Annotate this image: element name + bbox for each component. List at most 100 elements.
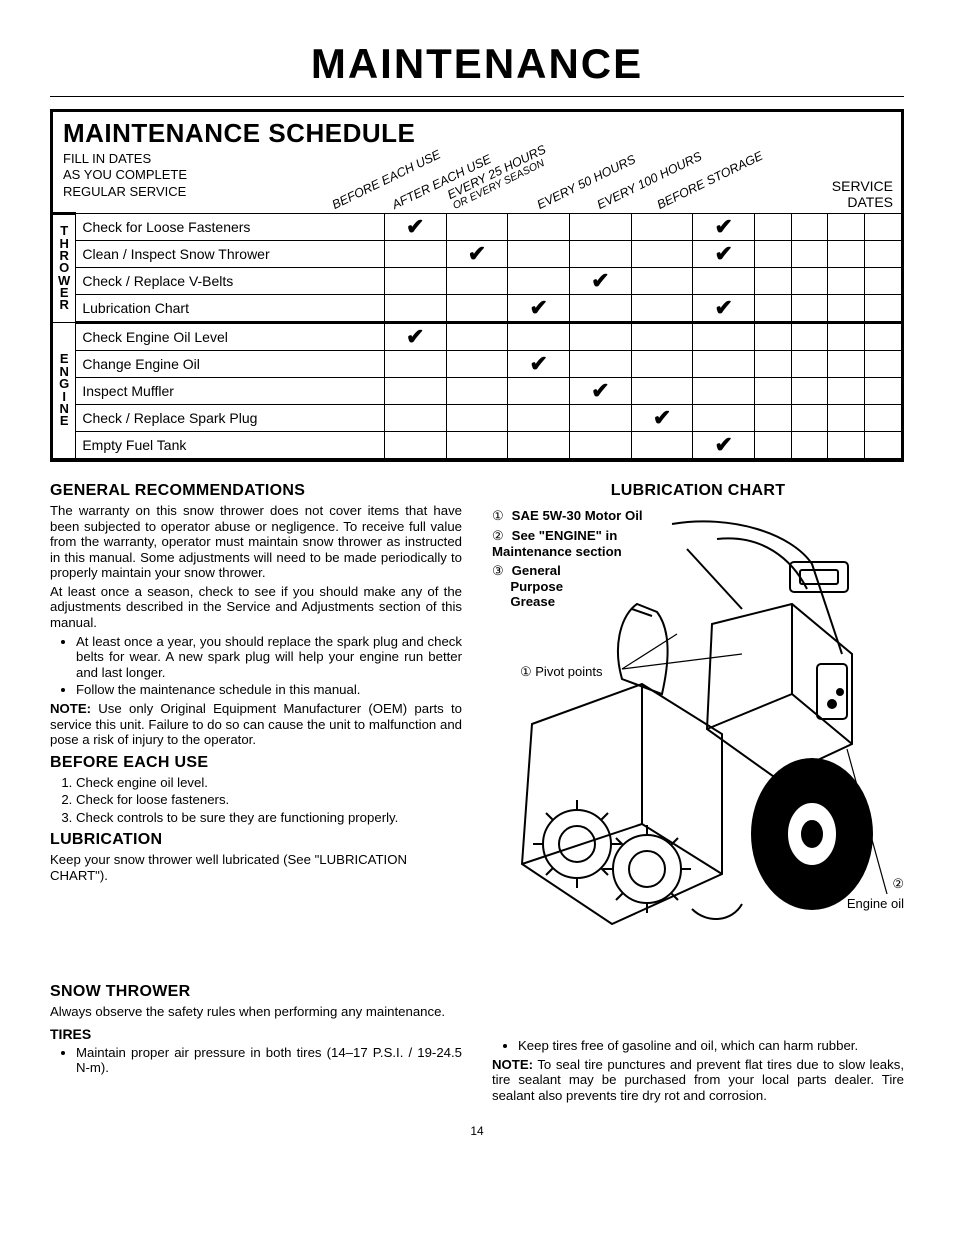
mark-cell: ✔ [570, 268, 632, 295]
mark-cell [570, 295, 632, 323]
mark-cell: ✔ [508, 295, 570, 323]
mark-cell [693, 268, 755, 295]
mark-cell [631, 351, 693, 378]
service-dates-label: SERVICEDATES [763, 179, 893, 210]
mark-cell [631, 378, 693, 405]
task-cell: Check / Replace V-Belts [76, 268, 385, 295]
mark-cell [508, 378, 570, 405]
mark-cell [508, 405, 570, 432]
lube-item: ② See "ENGINE" inMaintenance section [492, 528, 662, 559]
table-row: Lubrication Chart ✔ ✔ [53, 295, 901, 323]
mark-cell: ✔ [508, 351, 570, 378]
mark-cell [508, 432, 570, 459]
general-note: NOTE: Use only Original Equipment Manufa… [50, 701, 462, 748]
date-cell[interactable] [791, 432, 828, 459]
general-p1: The warranty on this snow thrower does n… [50, 503, 462, 581]
lube-item: ① SAE 5W-30 Motor Oil [492, 508, 662, 524]
date-cell[interactable] [864, 214, 901, 241]
date-cell[interactable] [791, 351, 828, 378]
col-header: BEFORE EACH USE [330, 147, 443, 212]
date-cell[interactable] [755, 295, 792, 323]
date-cell[interactable] [828, 268, 865, 295]
mark-cell [631, 432, 693, 459]
mark-cell: ✔ [570, 378, 632, 405]
mark-cell [570, 241, 632, 268]
left-column: GENERAL RECOMMENDATIONS The warranty on … [50, 476, 462, 957]
date-cell[interactable] [755, 214, 792, 241]
mark-cell: ✔ [446, 241, 508, 268]
date-cell[interactable] [864, 268, 901, 295]
date-cell[interactable] [828, 432, 865, 459]
mark-cell [508, 268, 570, 295]
category-label: THROWER [53, 214, 76, 323]
mark-cell: ✔ [631, 405, 693, 432]
mark-cell [570, 323, 632, 351]
date-cell[interactable] [791, 268, 828, 295]
date-cell[interactable] [864, 378, 901, 405]
date-cell[interactable] [755, 432, 792, 459]
date-cell[interactable] [755, 378, 792, 405]
mark-cell [384, 405, 446, 432]
date-cell[interactable] [864, 295, 901, 323]
mark-cell [446, 214, 508, 241]
mark-cell [570, 214, 632, 241]
lubrication-heading: LUBRICATION [50, 831, 462, 849]
date-cell[interactable] [828, 241, 865, 268]
mark-cell [631, 295, 693, 323]
date-cell[interactable] [755, 405, 792, 432]
date-cell[interactable] [791, 378, 828, 405]
mark-cell: ✔ [384, 323, 446, 351]
right-bullet: Keep tires free of gasoline and oil, whi… [518, 1038, 904, 1054]
date-cell[interactable] [864, 323, 901, 351]
date-cell[interactable] [864, 405, 901, 432]
schedule-header: MAINTENANCE SCHEDULE FILL IN DATESAS YOU… [53, 112, 901, 212]
list-item: Check controls to be sure they are funct… [76, 810, 462, 826]
date-cell[interactable] [791, 295, 828, 323]
task-cell: Lubrication Chart [76, 295, 385, 323]
mark-cell [384, 351, 446, 378]
tires-heading: TIRES [50, 1026, 462, 1042]
date-cell[interactable] [828, 295, 865, 323]
task-cell: Check / Replace Spark Plug [76, 405, 385, 432]
table-row: Change Engine Oil✔ [53, 351, 901, 378]
mark-cell [508, 214, 570, 241]
table-row: Check / Replace V-Belts ✔ [53, 268, 901, 295]
date-cell[interactable] [864, 241, 901, 268]
date-cell[interactable] [791, 214, 828, 241]
date-cell[interactable] [791, 241, 828, 268]
date-cell[interactable] [755, 351, 792, 378]
date-cell[interactable] [755, 323, 792, 351]
mark-cell [508, 241, 570, 268]
date-cell[interactable] [828, 323, 865, 351]
task-cell: Empty Fuel Tank [76, 432, 385, 459]
date-cell[interactable] [864, 432, 901, 459]
date-cell[interactable] [755, 241, 792, 268]
date-cell[interactable] [791, 405, 828, 432]
task-cell: Check Engine Oil Level [76, 323, 385, 351]
date-cell[interactable] [828, 405, 865, 432]
date-cell[interactable] [864, 351, 901, 378]
mark-cell [631, 268, 693, 295]
mark-cell [693, 323, 755, 351]
list-item: Check engine oil level. [76, 775, 462, 791]
general-heading: GENERAL RECOMMENDATIONS [50, 482, 462, 500]
date-cell[interactable] [755, 268, 792, 295]
table-row: Inspect Muffler✔ [53, 378, 901, 405]
date-cell[interactable] [828, 214, 865, 241]
right-note: NOTE: To seal tire punctures and prevent… [492, 1057, 904, 1104]
date-cell[interactable] [828, 378, 865, 405]
table-row: Empty Fuel Tank✔ [53, 432, 901, 459]
mark-cell: ✔ [693, 295, 755, 323]
date-cell[interactable] [791, 323, 828, 351]
mark-cell [570, 432, 632, 459]
table-row: Clean / Inspect Snow Thrower✔✔ [53, 241, 901, 268]
lube-item: ③ General Purpose Grease [492, 563, 602, 609]
date-cell[interactable] [828, 351, 865, 378]
col-header: BEFORE STORAGE [655, 149, 765, 212]
mark-cell [446, 295, 508, 323]
mark-cell [446, 323, 508, 351]
page-number: 14 [50, 1124, 904, 1138]
maintenance-schedule-table: THROWERCheck for Loose Fasteners✔✔Clean … [53, 212, 901, 459]
snow-thrower-heading: SNOW THROWER [50, 983, 462, 1001]
mark-cell: ✔ [693, 214, 755, 241]
